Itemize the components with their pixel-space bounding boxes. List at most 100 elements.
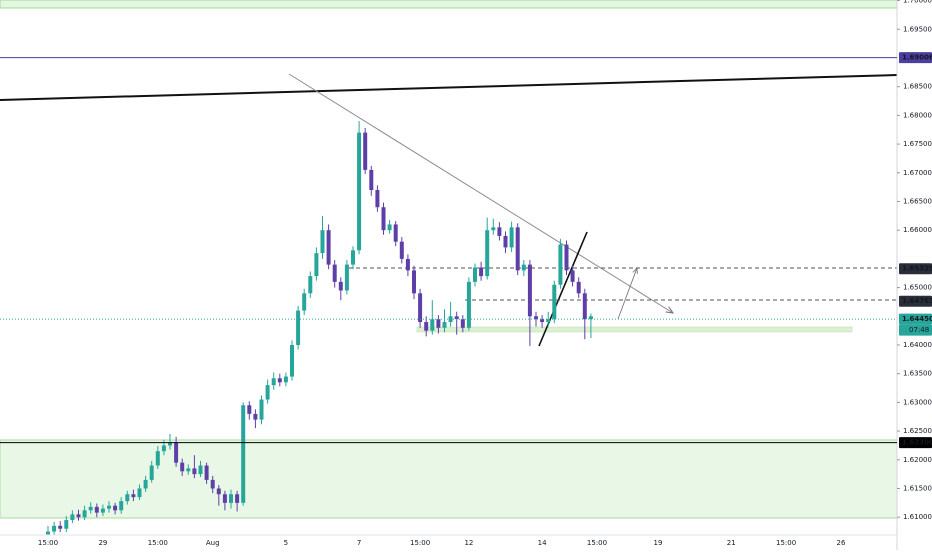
x-tick-label: 15:00 xyxy=(148,539,168,547)
candle-body xyxy=(119,501,124,511)
candle-body xyxy=(436,319,441,328)
candle-body xyxy=(290,344,294,377)
candle-body xyxy=(235,494,240,503)
y-tick-label: 1.67000 xyxy=(903,169,932,177)
candle-body xyxy=(253,413,258,420)
y-tick-label: 1.70000 xyxy=(903,0,932,5)
candle-body xyxy=(302,293,307,311)
candle-body xyxy=(375,190,380,208)
candle-body xyxy=(326,230,331,265)
x-tick-label: 15:00 xyxy=(776,539,796,547)
price-label: 1.69006 xyxy=(902,54,932,62)
candle-body xyxy=(271,378,276,386)
y-tick-label: 1.64000 xyxy=(903,341,932,349)
arrow xyxy=(617,268,637,320)
candle-body xyxy=(314,253,319,277)
trend-line xyxy=(288,73,673,313)
candle-body xyxy=(283,376,288,383)
price-label-box xyxy=(899,52,932,64)
candle-body xyxy=(180,462,185,472)
price-label-box xyxy=(899,313,932,325)
candle-body xyxy=(454,316,459,320)
candle-body xyxy=(576,281,581,294)
countdown-box xyxy=(899,324,932,336)
candle-body xyxy=(94,506,99,513)
candle-body xyxy=(497,227,502,236)
candle-body xyxy=(332,264,337,282)
candle-body xyxy=(161,445,166,452)
candle-body xyxy=(412,270,416,294)
x-tick-label: 15:00 xyxy=(38,539,58,547)
candle-body xyxy=(369,169,374,191)
x-tick-label: 15:00 xyxy=(410,539,430,547)
candle-body xyxy=(424,322,429,331)
candle-body xyxy=(241,405,246,503)
candle-body xyxy=(466,281,471,328)
candle-body xyxy=(363,132,368,170)
candle-body xyxy=(88,506,93,511)
y-tick-label: 1.61000 xyxy=(903,513,932,521)
x-tick-label: 7 xyxy=(357,539,361,547)
trend-line xyxy=(538,231,588,347)
x-tick-label: 14 xyxy=(538,539,547,547)
candle-body xyxy=(503,235,508,248)
price-label: 1.64763 xyxy=(902,297,932,305)
y-tick-label: 1.69500 xyxy=(903,25,932,33)
candle-body xyxy=(216,488,221,495)
x-tick-label: 21 xyxy=(727,539,736,547)
candle-body xyxy=(527,264,532,317)
y-tick-label: 1.68000 xyxy=(903,111,932,119)
candle-body xyxy=(259,399,264,420)
trend-line xyxy=(0,74,897,101)
y-tick-label: 1.68500 xyxy=(903,83,932,91)
x-tick-label: 26 xyxy=(837,539,846,547)
candle-body xyxy=(155,451,160,466)
candle-body xyxy=(125,494,130,502)
y-tick-label: 1.62500 xyxy=(903,427,932,435)
candle-body xyxy=(351,250,355,265)
y-tick-label: 1.67500 xyxy=(903,140,932,148)
candle-body xyxy=(558,244,563,285)
candle-body xyxy=(76,514,81,518)
candle-body xyxy=(113,505,118,511)
x-tick-label: 12 xyxy=(464,539,473,547)
candle-body xyxy=(174,442,179,463)
candle-body xyxy=(222,494,227,503)
candle-body xyxy=(265,385,270,400)
candle-body xyxy=(473,267,477,282)
candle-body xyxy=(137,488,142,498)
x-tick-label: 5 xyxy=(284,539,288,547)
candle-body xyxy=(485,230,490,277)
y-tick-label: 1.63000 xyxy=(903,398,932,406)
plot xyxy=(46,121,593,535)
y-tick-label: 1.61500 xyxy=(903,485,932,493)
candle-body xyxy=(58,525,63,529)
candle-body xyxy=(338,281,343,291)
candle-body xyxy=(546,319,551,323)
countdown: 07:48 xyxy=(909,326,929,334)
candle-body xyxy=(381,207,386,231)
candle-body xyxy=(357,132,362,251)
price-label-box xyxy=(899,295,932,307)
x-tick-label: 15:00 xyxy=(587,539,607,547)
candle-body xyxy=(149,465,154,480)
candle-body xyxy=(100,508,105,513)
candle-body xyxy=(46,531,50,535)
candle-body xyxy=(308,276,313,294)
candle-body xyxy=(588,316,593,320)
candle-body xyxy=(491,227,496,231)
candle-body xyxy=(344,264,349,291)
demand-zone xyxy=(0,439,897,519)
y-tick-label: 1.66500 xyxy=(903,197,932,205)
candle-body xyxy=(521,264,526,271)
candle-body xyxy=(64,520,69,529)
candle-body xyxy=(418,293,423,323)
supply-zone xyxy=(0,0,897,9)
candle-body xyxy=(70,514,75,521)
candle-body xyxy=(247,405,252,414)
candle-body xyxy=(479,267,484,277)
x-tick-label: Aug xyxy=(206,539,220,547)
price-label-box xyxy=(899,437,932,449)
drawings xyxy=(0,0,897,519)
